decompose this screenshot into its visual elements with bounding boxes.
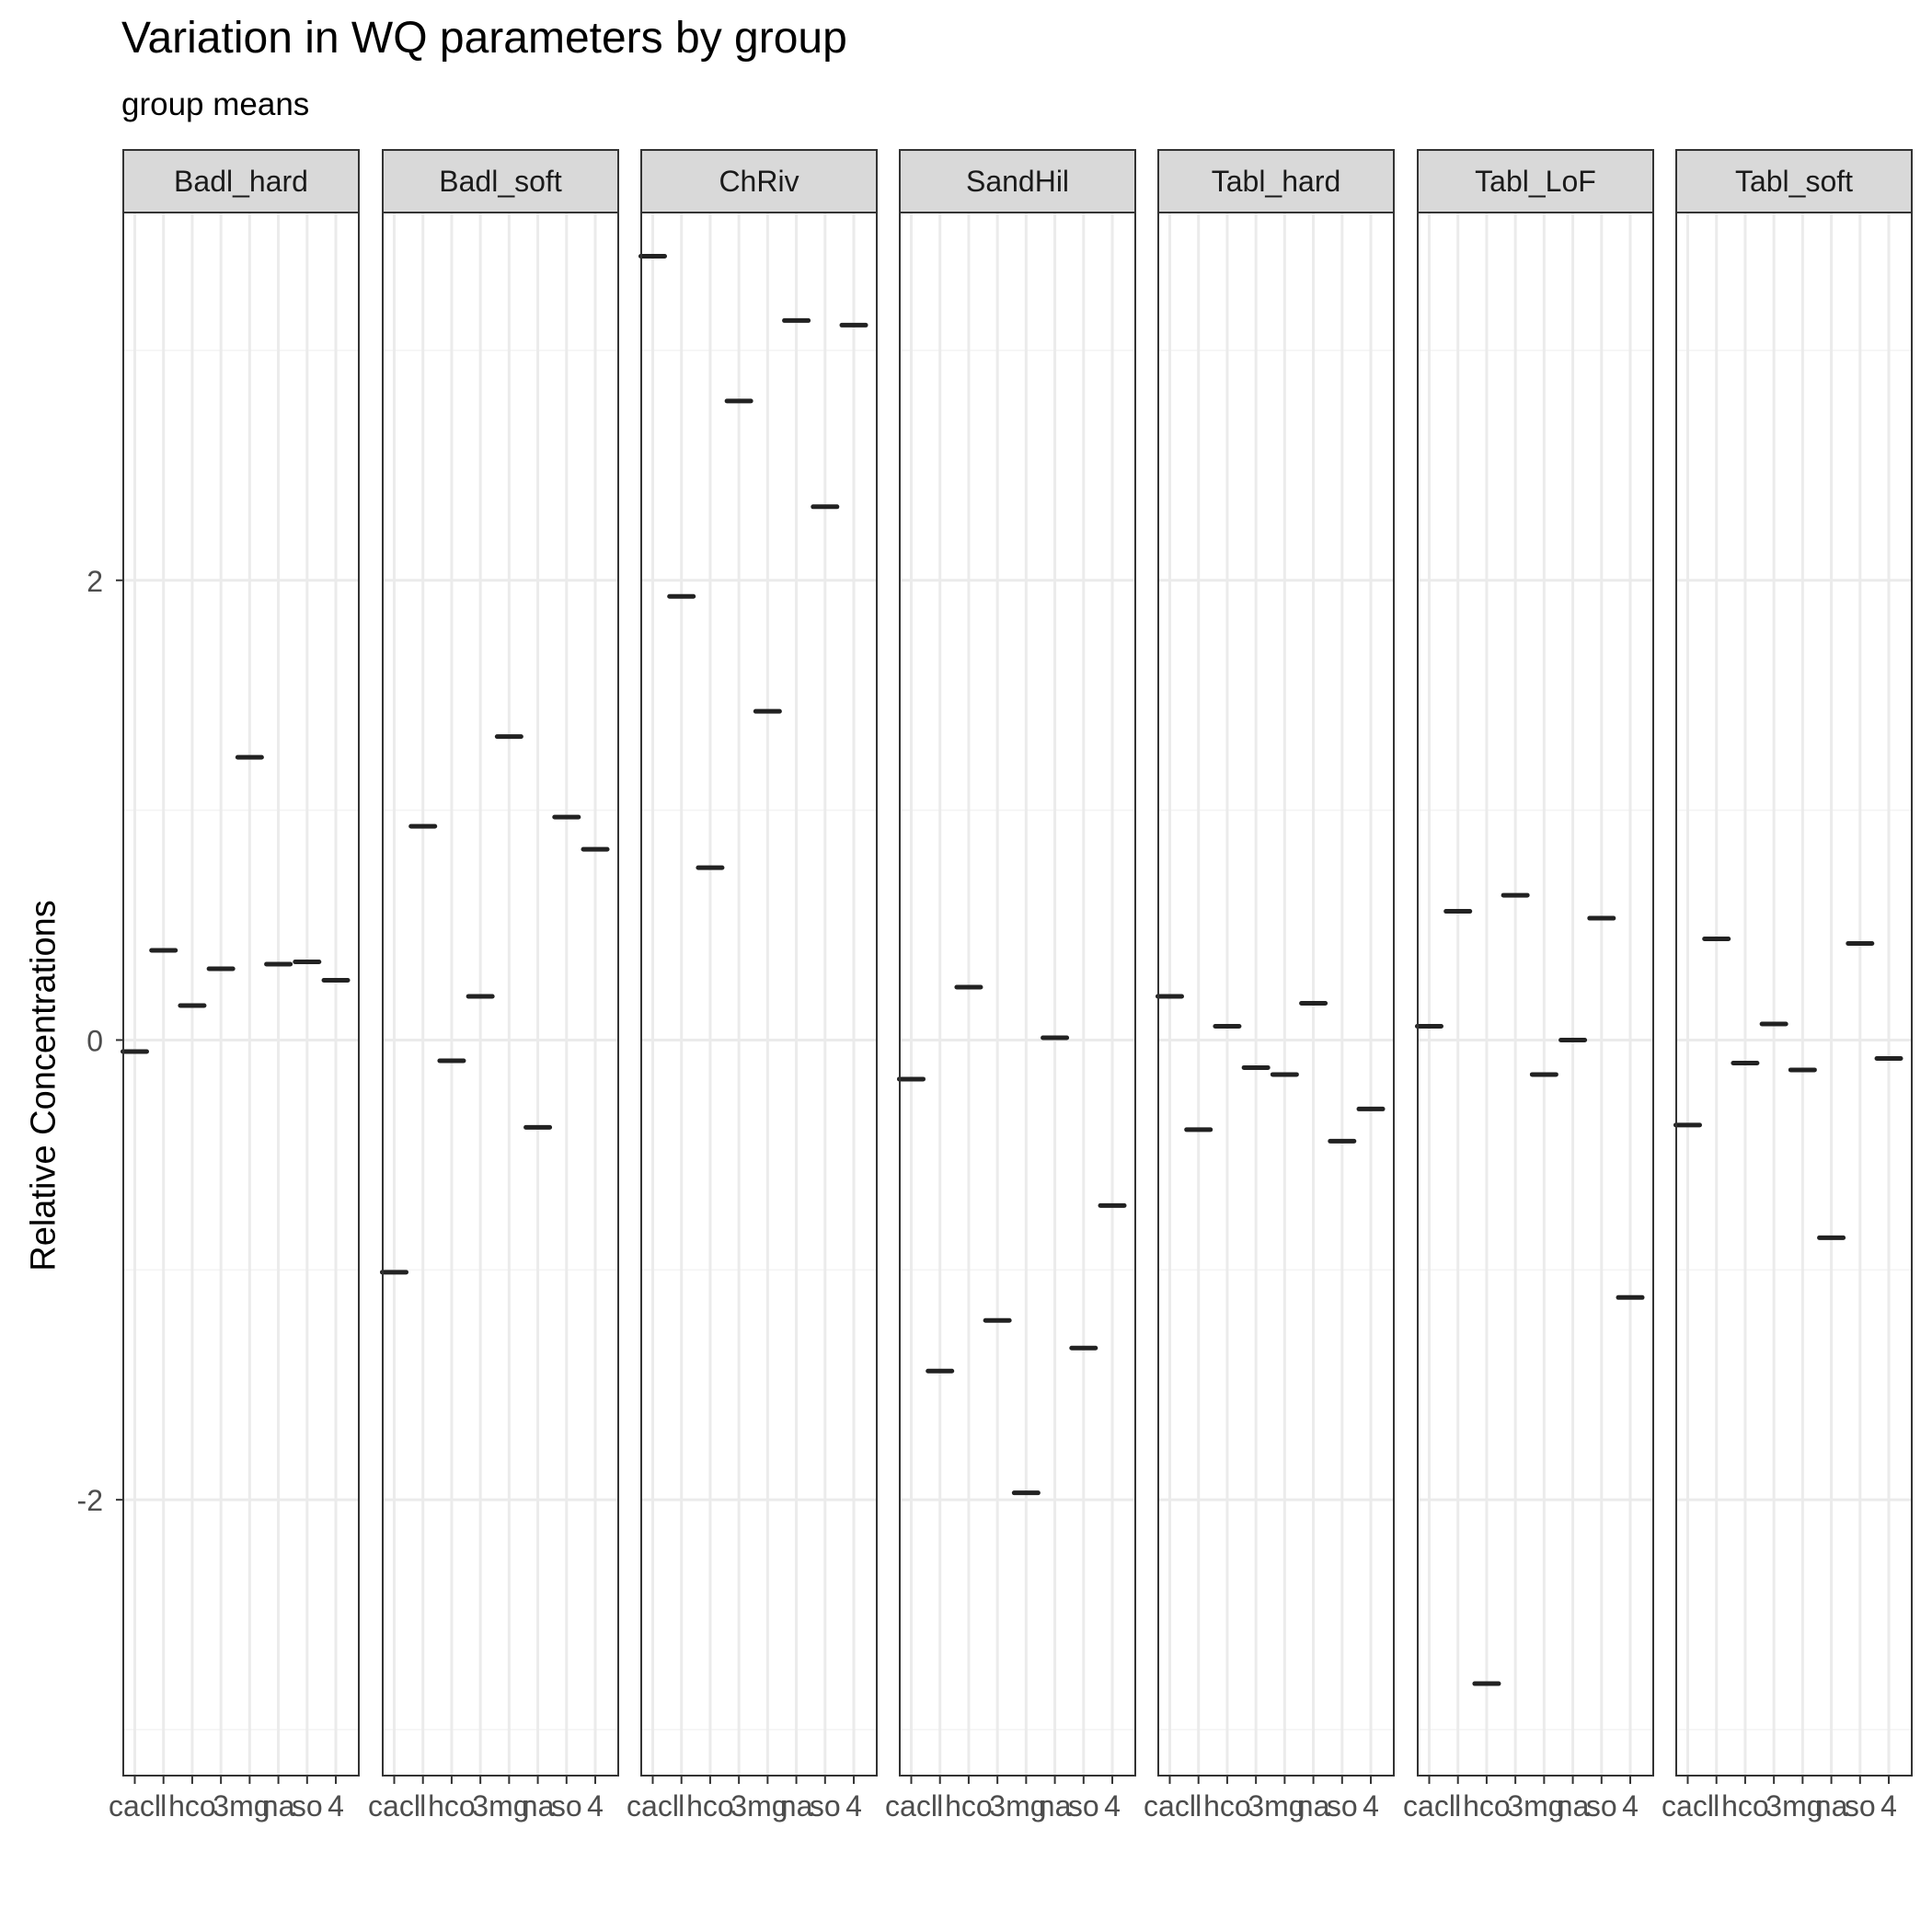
x-tick-label: mg (1264, 1789, 1305, 1823)
x-tick-label: hco (168, 1789, 216, 1823)
x-tick-label: l (420, 1789, 426, 1823)
x-tick-label: so (551, 1789, 582, 1823)
x-tick-label: l (160, 1789, 167, 1823)
x-tick-label: 3 (989, 1789, 1006, 1823)
x-tick-label: mg (747, 1789, 788, 1823)
x-tick-label: l (1195, 1789, 1202, 1823)
x-tick-label: cacl (1144, 1789, 1196, 1823)
x-tick-label: so (1327, 1789, 1358, 1823)
x-tick-label: 3 (1765, 1789, 1782, 1823)
x-tick-label: na (262, 1789, 295, 1823)
x-tick-label: so (1845, 1789, 1876, 1823)
x-tick-label: 4 (1622, 1789, 1639, 1823)
x-tick-label: mg (229, 1789, 270, 1823)
facet-strip (1675, 149, 1913, 213)
facet-strip (640, 149, 878, 213)
x-tick-label: so (292, 1789, 323, 1823)
x-tick-label: na (1039, 1789, 1072, 1823)
x-tick-label: na (1297, 1789, 1330, 1823)
x-tick-label: hco (1721, 1789, 1769, 1823)
x-tick-label: mg (1782, 1789, 1823, 1823)
x-tick-label: hco (686, 1789, 734, 1823)
x-tick-label: cacl (627, 1789, 679, 1823)
facet-label: Badl_hard (174, 165, 308, 198)
facet-strip (122, 149, 360, 213)
panel-Tabl_hard (1158, 213, 1394, 1776)
x-tick-label: l (1455, 1789, 1461, 1823)
x-tick-label: na (780, 1789, 813, 1823)
facet-label: Tabl_LoF (1475, 165, 1596, 198)
x-tick-label: so (1586, 1789, 1617, 1823)
x-tick-label: hco (945, 1789, 993, 1823)
x-tick-label: 4 (845, 1789, 862, 1823)
x-tick-label: l (937, 1789, 943, 1823)
x-tick-label: hco (1463, 1789, 1511, 1823)
x-tick-label: 3 (730, 1789, 747, 1823)
x-tick-label: 4 (328, 1789, 344, 1823)
y-tick-label-0: -2 (77, 1484, 103, 1517)
x-tick-label: 4 (1880, 1789, 1897, 1823)
x-tick-label: cacl (368, 1789, 420, 1823)
panel-Tabl_LoF (1418, 213, 1653, 1776)
x-tick-label: so (810, 1789, 841, 1823)
x-tick-label: na (1815, 1789, 1848, 1823)
panel-SandHil (900, 213, 1135, 1776)
x-tick-label: cacl (1662, 1789, 1714, 1823)
x-tick-label: 3 (1507, 1789, 1524, 1823)
x-tick-label: l (1713, 1789, 1719, 1823)
x-tick-label: na (522, 1789, 555, 1823)
x-tick-label: mg (1006, 1789, 1046, 1823)
x-tick-label: l (678, 1789, 684, 1823)
x-tick-label: mg (489, 1789, 529, 1823)
x-tick-label: so (1068, 1789, 1099, 1823)
facet-strip (382, 149, 619, 213)
facet-label: Badl_soft (439, 165, 562, 198)
x-tick-label: 3 (1248, 1789, 1264, 1823)
x-tick-label: 3 (213, 1789, 229, 1823)
x-tick-label: 4 (587, 1789, 604, 1823)
x-tick-label: cacl (109, 1789, 161, 1823)
facet-strip (1417, 149, 1654, 213)
x-tick-label: hco (428, 1789, 476, 1823)
x-tick-label: na (1557, 1789, 1590, 1823)
facet-label: Tabl_hard (1212, 165, 1341, 198)
panel-Badl_hard (123, 213, 359, 1776)
x-tick-label: cacl (885, 1789, 937, 1823)
x-tick-label: 4 (1363, 1789, 1379, 1823)
y-tick-label-1: 0 (86, 1024, 103, 1057)
y-tick-label-2: 2 (86, 565, 103, 598)
panel-Tabl_soft (1676, 213, 1912, 1776)
facet-label: ChRiv (719, 165, 799, 198)
facet-label: Tabl_soft (1735, 165, 1853, 198)
panel-ChRiv (641, 213, 877, 1776)
x-tick-label: 3 (472, 1789, 489, 1823)
facet-strip (899, 149, 1136, 213)
x-tick-label: cacl (1403, 1789, 1455, 1823)
chart-title: Variation in WQ parameters by group (121, 14, 847, 63)
facet-strip (1157, 149, 1395, 213)
x-tick-label: hco (1203, 1789, 1251, 1823)
x-tick-label: mg (1524, 1789, 1564, 1823)
chart-subtitle: group means (121, 86, 310, 122)
x-tick-label: 4 (1104, 1789, 1121, 1823)
panel-Badl_soft (383, 213, 618, 1776)
facet-label: SandHil (966, 165, 1069, 198)
